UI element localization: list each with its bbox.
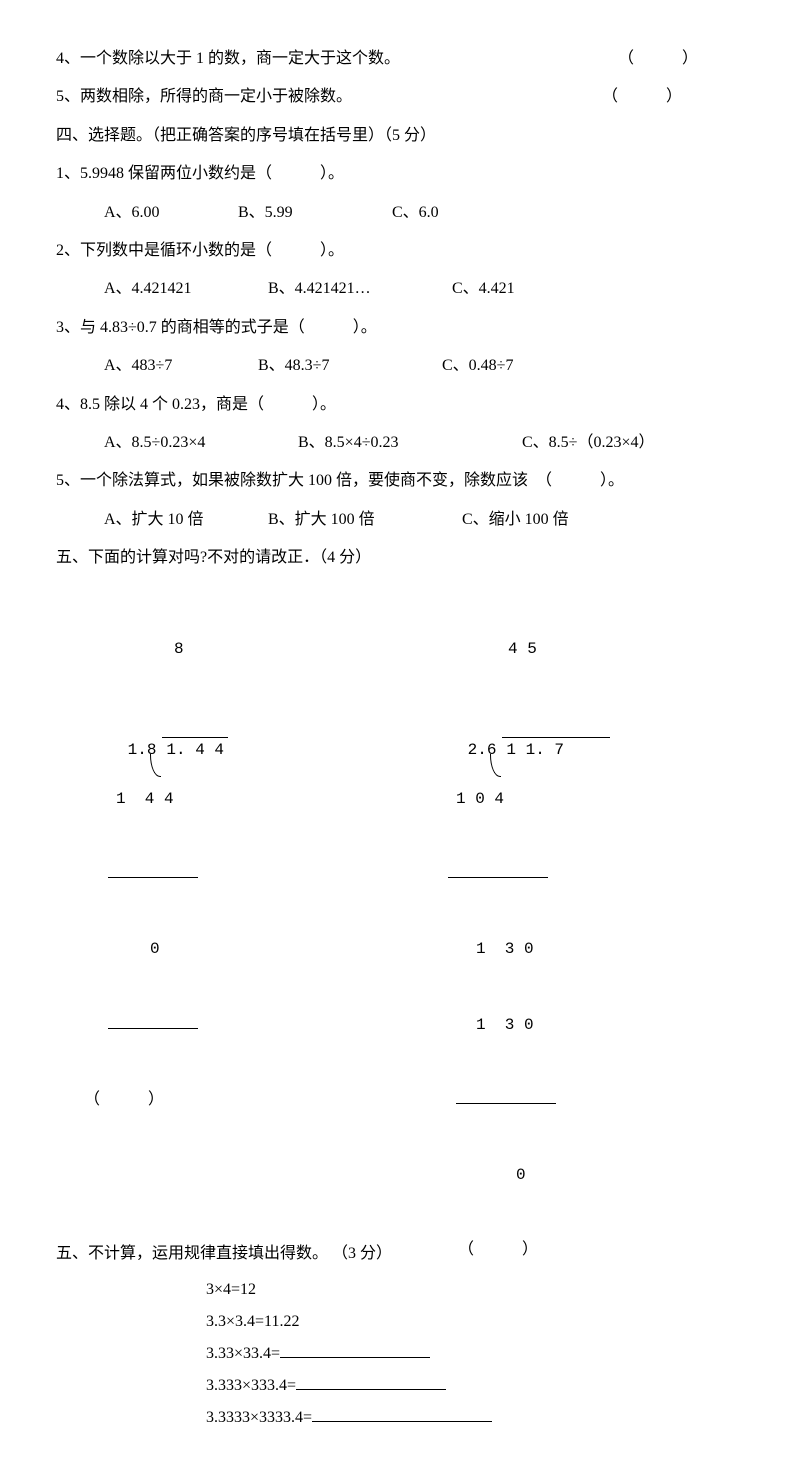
sec4-q5-a[interactable]: A、扩大 10 倍 [104,501,264,539]
ld2-row1: 1 0 4 [456,790,504,808]
ld2-quotient: 4 5 [508,640,537,658]
sec4-q5-b[interactable]: B、扩大 100 倍 [268,501,458,539]
sec4-q2: 2、下列数中是循环小数的是（ ）。 [56,232,744,270]
tf-q4-text: 4、一个数除以大于 1 的数，商一定大于这个数。 [56,50,400,67]
ld2-row2: 1 3 0 [476,940,534,958]
ld2-row4: 0 [516,1166,526,1184]
sec5b-l4: 3.333×333.4= [206,1377,296,1394]
sec4-q5-c[interactable]: C、缩小 100 倍 [462,501,569,539]
tf-q5: 5、两数相除，所得的商一定小于被除数。 （ ） [56,78,744,116]
ld1-row1: 1 4 4 [116,790,174,808]
sec4-q1: 1、5.9948 保留两位小数约是（ ）。 [56,155,744,193]
sec4-q5: 5、一个除法算式，如果被除数扩大 100 倍，要使商不变，除数应该 （ ）。 [56,462,744,500]
sec4-q1-b[interactable]: B、5.99 [238,194,388,232]
ld2-dividend: 1 1. 7 [506,741,564,759]
sec4-q1-options: A、6.00 B、5.99 C、6.0 [56,194,744,232]
sec4-q2-options: A、4.421421 B、4.421421… C、4.421 [56,270,744,308]
sec4-q3-b[interactable]: B、48.3÷7 [258,347,438,385]
ld1-quotient: 8 [174,640,184,658]
sec4-q3-c[interactable]: C、0.48÷7 [442,347,513,385]
sec4-q2-a[interactable]: A、4.421421 [104,270,264,308]
sec5b-l5-blank[interactable] [312,1405,492,1422]
sec4-q4-c[interactable]: C、8.5÷（0.23×4） [522,424,654,462]
sec4-q2-b[interactable]: B、4.421421… [268,270,448,308]
sec4-q5-options: A、扩大 10 倍 B、扩大 100 倍 C、缩小 100 倍 [56,501,744,539]
sec4-title: 四、选择题。（把正确答案的序号填在括号里）（5 分） [56,117,744,155]
sec4-q3-a[interactable]: A、483÷7 [104,347,254,385]
sec5b-l3: 3.33×33.4= [206,1345,280,1362]
long-division-2: 4 5 2.61 1. 7 1 0 4 1 3 0 1 3 0 0 （ ） [396,585,696,1313]
ld1-check[interactable]: （ ） [84,1091,164,1109]
sec4-q4-b[interactable]: B、8.5×4÷0.23 [298,424,518,462]
tf-q5-paren[interactable]: （ ） [602,78,682,116]
sec5b-l3-blank[interactable] [280,1341,430,1358]
sec4-q3-options: A、483÷7 B、48.3÷7 C、0.48÷7 [56,347,744,385]
ld2-check[interactable]: （ ） [458,1241,538,1259]
long-division-row: 8 1.81. 4 4 1 4 4 0 （ ） 4 5 2.61 1. 7 1 … [56,585,744,1313]
tf-q4-paren[interactable]: （ ） [618,40,698,78]
tf-q5-text: 5、两数相除，所得的商一定小于被除数。 [56,88,352,105]
sec4-q1-a[interactable]: A、6.00 [104,194,234,232]
sec4-q4-options: A、8.5÷0.23×4 B、8.5×4÷0.23 C、8.5÷（0.23×4） [56,424,744,462]
sec4-q3: 3、与 4.83÷0.7 的商相等的式子是（ ）。 [56,309,744,347]
sec4-q1-c[interactable]: C、6.0 [392,194,439,232]
tf-q4: 4、一个数除以大于 1 的数，商一定大于这个数。 （ ） [56,40,744,78]
sec5b-l4-blank[interactable] [296,1373,446,1390]
sec4-q2-c[interactable]: C、4.421 [452,270,515,308]
sec4-q4-a[interactable]: A、8.5÷0.23×4 [104,424,294,462]
sec4-q4: 4、8.5 除以 4 个 0.23，商是（ ）。 [56,386,744,424]
sec5a-title: 五、下面的计算对吗?不对的请改正．（4 分） [56,539,744,577]
sec5b-l5: 3.3333×3333.4= [206,1409,312,1426]
ld2-row3: 1 3 0 [476,1016,534,1034]
ld1-dividend: 1. 4 4 [166,741,224,759]
long-division-1: 8 1.81. 4 4 1 4 4 0 （ ） [56,585,396,1163]
ld1-row2: 0 [150,940,160,958]
